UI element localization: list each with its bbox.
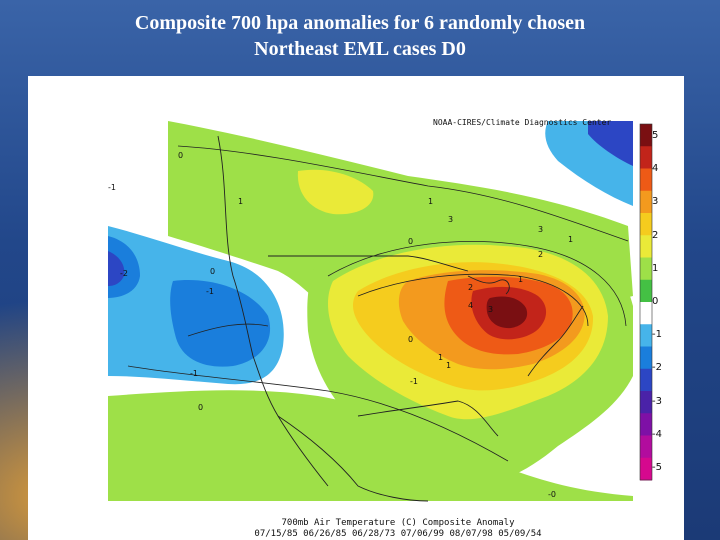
colorbar-segment (640, 413, 652, 436)
contour-value-label: -1 (410, 377, 418, 386)
east-warm-anomaly-core (486, 296, 528, 329)
contour-value-label: 1 (518, 275, 524, 284)
colorbar-segment (640, 279, 652, 303)
map-caption-dates: 07/15/85 06/26/85 06/28/73 07/06/99 08/0… (254, 529, 542, 539)
far-west-cold-deep (108, 251, 125, 286)
west-cold-anomaly-mid (170, 280, 271, 367)
contour-value-label: -1 (108, 183, 116, 192)
colorbar-tick-label: 5 (652, 130, 659, 141)
contour-value-label: 1 (568, 235, 574, 244)
colorbar-tick-label: 3 (652, 196, 659, 208)
colorbar-segment (640, 146, 652, 169)
map-credit: NOAA-CIRES/Climate Diagnostics Center (433, 118, 612, 127)
colorbar-tick-label: 0 (652, 296, 659, 307)
contour-value-label: 1 (438, 353, 444, 362)
contour-value-label: -2 (120, 269, 128, 278)
colorbar-segment (640, 368, 652, 392)
colorbar-tick-label: 4 (652, 163, 659, 175)
colorbar-tick-label: 2 (652, 229, 659, 241)
title-line-2: Northeast EML cases D0 (254, 38, 466, 60)
colorbar-tick-label: -5 (652, 462, 662, 473)
north-yellow-patch (297, 169, 374, 215)
us-canada-border (268, 255, 469, 272)
contour-value-label: -0 (548, 490, 556, 499)
colorbar-segment (640, 391, 652, 414)
contour-value-label: 0 (198, 403, 204, 412)
colorbar-tick-label: -3 (652, 395, 662, 407)
contour-value-label: 1 (428, 197, 434, 206)
colorbar-tick-label: 1 (652, 262, 659, 274)
colorbar-segment (640, 435, 652, 459)
colorbar-segment (640, 346, 652, 370)
map-caption-title: 700mb Air Temperature (C) Composite Anom… (281, 518, 515, 528)
colorbar-tick-label: -4 (652, 428, 662, 440)
anomaly-map-graphic (108, 116, 653, 502)
contour-value-label: 1 (238, 197, 244, 206)
colorbar-segment (640, 235, 652, 258)
contour-value-label: 2 (468, 283, 474, 292)
colorbar-tick-label: -1 (652, 329, 662, 341)
contour-value-label: 3 (488, 305, 494, 314)
colorbar-segment (640, 190, 652, 214)
contour-line (187, 323, 269, 337)
colorbar-segment (640, 457, 652, 481)
mexico-outline (277, 415, 429, 502)
colorbar-tick-label: -2 (652, 362, 662, 374)
contour-line (357, 273, 589, 327)
contour-line (327, 241, 627, 327)
northeast-cold-core (588, 121, 633, 166)
contour-line (177, 145, 629, 242)
colorbar (639, 123, 653, 481)
colorbar-segment (640, 213, 652, 236)
colorbar-segment (640, 168, 652, 192)
contour-value-label: 0 (408, 335, 414, 344)
great-lakes (467, 275, 510, 295)
southwest-warm-band (108, 390, 633, 501)
contour-value-label: 1 (446, 361, 452, 370)
contour-line (127, 365, 509, 462)
colorbar-segment (640, 302, 652, 325)
colorbar-segment (640, 257, 652, 281)
contour-value-label: 0 (408, 237, 414, 246)
colorbar-outline (639, 123, 653, 481)
geography-outlines (217, 135, 584, 502)
contour-value-label: 0 (210, 267, 216, 276)
contour-value-label: -1 (206, 287, 214, 296)
composite-anomaly-map: NOAA-CIRES/Climate Diagnostics Center 70… (28, 76, 684, 540)
colorbar-segment (640, 324, 652, 347)
contour-value-label: 4 (468, 301, 474, 310)
colorbar-segment (640, 124, 652, 147)
contour-value-label: 3 (538, 225, 544, 234)
contour-value-label: 3 (448, 215, 454, 224)
east-coastline (527, 305, 584, 377)
title-line-1: Composite 700 hpa anomalies for 6 random… (134, 12, 586, 34)
west-coastline (217, 135, 329, 487)
contour-lines (127, 145, 629, 462)
contour-value-label: 0 (178, 151, 184, 160)
slide-title: Composite 700 hpa anomalies for 6 random… (0, 10, 720, 62)
gulf-coastline (357, 400, 499, 437)
contour-value-label: -1 (190, 369, 198, 378)
contour-value-label: 2 (538, 250, 544, 259)
